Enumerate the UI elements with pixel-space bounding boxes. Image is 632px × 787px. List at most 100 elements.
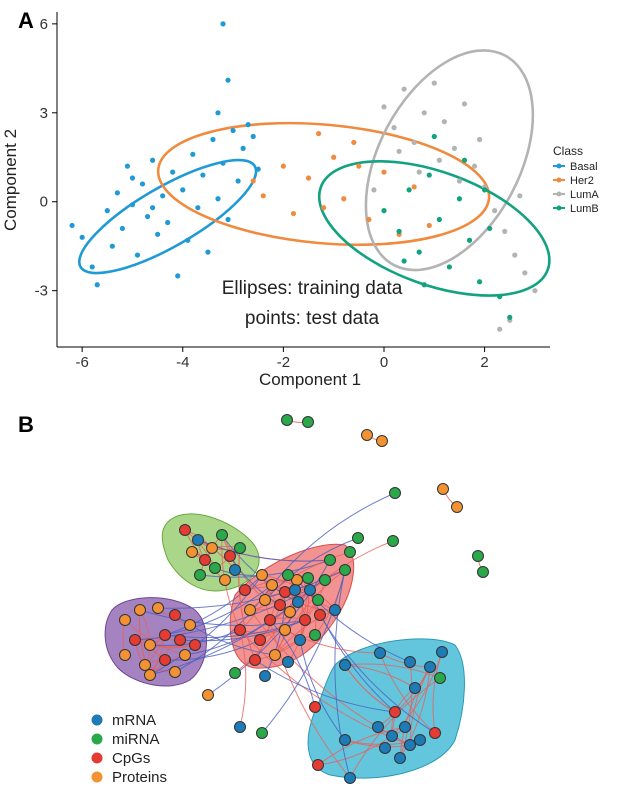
point-luma <box>522 270 528 276</box>
point-lumb <box>426 172 432 178</box>
network-edge <box>269 619 316 708</box>
node-mirna <box>319 574 331 586</box>
cluster-hull-cyan <box>307 638 465 779</box>
network-edge <box>207 559 331 696</box>
node-mrna <box>379 742 391 754</box>
point-basal <box>134 252 141 258</box>
point-luma <box>436 157 442 163</box>
node-cpgs <box>169 609 181 621</box>
point-basal <box>250 133 256 140</box>
legend-label-cpgs: CpGs <box>112 750 150 767</box>
point-her2 <box>426 222 432 229</box>
point-luma <box>371 187 377 193</box>
point-basal <box>149 205 156 211</box>
node-proteins <box>266 579 278 591</box>
point-luma <box>391 125 397 131</box>
network-edge <box>249 609 411 746</box>
node-mirna <box>389 487 401 499</box>
ellipse-lumb <box>317 159 551 297</box>
node-cpgs <box>309 701 321 713</box>
node-cpgs <box>224 550 236 562</box>
node-mrna <box>339 659 351 671</box>
point-luma <box>456 178 463 184</box>
node-mirna <box>352 532 364 544</box>
point-basal <box>235 178 241 184</box>
point-her2 <box>411 184 417 190</box>
node-proteins <box>279 624 291 636</box>
node-mrna <box>344 772 356 784</box>
x-tick-label: -4 <box>176 354 189 371</box>
point-basal <box>109 243 115 249</box>
node-cpgs <box>159 654 171 666</box>
point-luma <box>441 119 447 125</box>
node-mirna <box>309 629 321 641</box>
ellipse-basal <box>77 158 258 275</box>
point-basal <box>119 225 125 232</box>
network-edge <box>284 629 381 654</box>
node-mrna <box>294 634 306 646</box>
node-mrna <box>374 647 386 659</box>
point-lumb <box>381 208 387 214</box>
point-lumb <box>466 237 473 243</box>
point-basal <box>180 187 186 193</box>
node-layer <box>119 414 489 784</box>
network-edge <box>238 547 256 661</box>
legend-dot-mrna <box>91 714 103 726</box>
point-layer <box>69 21 538 332</box>
point-luma <box>401 86 407 92</box>
node-proteins <box>186 546 198 558</box>
point-basal <box>195 205 201 211</box>
y-axis-title: Component 2 <box>1 129 20 231</box>
point-her2 <box>315 130 322 137</box>
point-basal <box>220 21 226 27</box>
node-mirna <box>282 569 294 581</box>
node-cpgs <box>389 706 401 718</box>
node-mrna <box>414 734 426 746</box>
point-basal <box>205 249 211 255</box>
x-tick-label: 2 <box>480 354 488 371</box>
ellipse-luma <box>364 49 535 272</box>
node-mrna <box>436 646 448 658</box>
legend-label: LumA <box>570 189 599 201</box>
node-mirna <box>434 672 446 684</box>
node-proteins <box>284 606 296 618</box>
x-axis-title: Component 1 <box>259 370 361 389</box>
point-lumb <box>461 157 468 163</box>
point-basal <box>215 110 221 116</box>
network-edge <box>139 609 306 627</box>
network-edge <box>377 666 431 728</box>
node-proteins <box>437 483 449 495</box>
point-lumb <box>436 216 442 223</box>
node-mirna <box>229 667 241 679</box>
point-luma <box>381 104 387 110</box>
point-lumb <box>401 258 407 264</box>
point-lumb <box>476 279 483 285</box>
point-basal <box>114 190 120 196</box>
node-mirna <box>339 564 351 576</box>
panel-b-label: B <box>18 412 34 437</box>
point-luma <box>431 80 437 86</box>
point-basal <box>255 166 261 172</box>
point-lumb <box>396 228 402 234</box>
point-her2 <box>356 163 362 169</box>
node-proteins <box>144 669 156 681</box>
panel-a-label: A <box>18 8 34 33</box>
node-cpgs <box>264 614 276 626</box>
network-edge <box>229 555 281 606</box>
node-cpgs <box>234 624 246 636</box>
legend-title: Class <box>553 144 583 158</box>
node-proteins <box>269 649 281 661</box>
node-cpgs <box>189 639 201 651</box>
node-cpgs <box>254 634 266 646</box>
network-edge <box>319 614 436 734</box>
legend-label: Basal <box>570 161 598 173</box>
node-cpgs <box>239 584 251 596</box>
node-mrna <box>192 534 204 546</box>
point-lumb <box>421 282 427 288</box>
node-mirna <box>312 594 324 606</box>
node-mrna <box>404 739 416 751</box>
point-luma <box>532 288 538 294</box>
node-mrna <box>339 734 351 746</box>
node-proteins <box>451 501 463 513</box>
